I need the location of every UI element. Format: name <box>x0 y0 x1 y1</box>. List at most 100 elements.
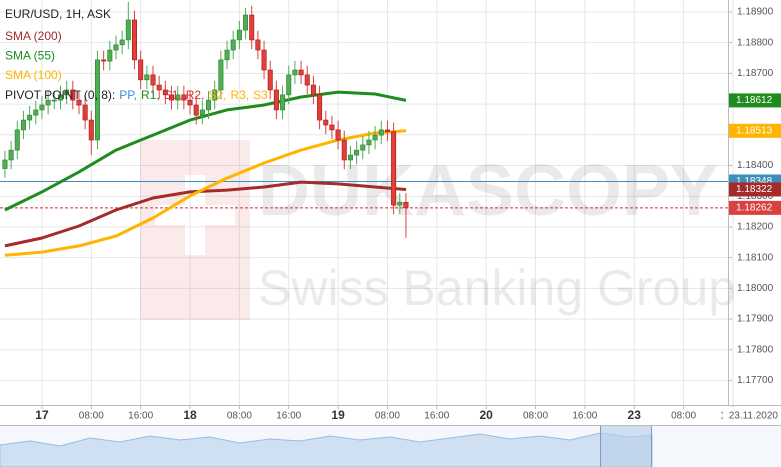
candle-body <box>310 84 316 96</box>
candle-body <box>150 74 156 86</box>
candle-body <box>94 59 100 141</box>
candle-body <box>378 129 384 136</box>
candle-body <box>8 149 14 161</box>
y-tick-label: 1.18800 <box>737 37 774 48</box>
candle-body <box>14 129 20 151</box>
pivot-item: PP, <box>119 88 137 102</box>
date-label: 23.11.2020 <box>729 411 779 422</box>
x-tick-label: 23 <box>628 408 642 422</box>
candle-body <box>335 129 341 141</box>
legend-entry: SMA (100) <box>5 68 62 82</box>
x-tick-label: 08:00 <box>671 411 696 422</box>
candle-body <box>33 109 39 116</box>
candle-body <box>230 39 236 51</box>
price-tag-label: 1.18348 <box>736 176 773 187</box>
candle-body <box>391 131 397 206</box>
candle-body <box>88 119 94 141</box>
y-tick-label: 1.18200 <box>737 222 774 233</box>
indicator-line <box>4 180 407 248</box>
candle-body <box>162 89 168 96</box>
candle-body <box>45 99 51 106</box>
watermark-logo-cross <box>155 205 235 225</box>
candle-body <box>366 139 372 146</box>
candle-body <box>354 149 360 156</box>
candle-body <box>27 114 33 121</box>
y-tick-label: 1.17900 <box>737 314 774 325</box>
candle-body <box>323 119 329 126</box>
candle-body <box>144 74 150 81</box>
candle-body <box>286 74 292 96</box>
chart-title: EUR/USD, 1H, ASK <box>5 7 111 21</box>
candle-body <box>329 124 335 131</box>
candle-body <box>224 49 230 61</box>
x-tick-label: 08:00 <box>523 411 548 422</box>
candle-body <box>267 69 273 91</box>
candle-body <box>384 129 390 133</box>
candle-body <box>206 99 212 111</box>
candle-body <box>2 159 8 169</box>
candle-body <box>113 44 119 51</box>
x-tick-label: 08:00 <box>79 411 104 422</box>
candle-body <box>243 14 249 31</box>
candle-body <box>119 39 125 46</box>
x-tick-label: 08:00 <box>227 411 252 422</box>
y-tick-label: 1.18000 <box>737 283 774 294</box>
candle-body <box>292 69 298 76</box>
candle-body <box>317 94 323 121</box>
candle-body <box>187 99 193 106</box>
candle-body <box>372 134 378 141</box>
candle-body <box>76 99 82 106</box>
candle-body <box>107 49 113 62</box>
candle-body <box>20 119 26 131</box>
pivot-item: S1, <box>164 88 182 102</box>
navigator-range[interactable] <box>600 426 652 467</box>
candle-body <box>397 202 403 206</box>
x-tick-label: 19 <box>331 408 345 422</box>
navigator <box>0 426 781 467</box>
x-tick-label: 08:00 <box>375 411 400 422</box>
candle-body <box>156 84 162 91</box>
candle-body <box>125 19 131 41</box>
y-tick-label: 1.17800 <box>737 344 774 355</box>
candle-body <box>82 104 88 121</box>
candle-body <box>347 154 353 161</box>
pivot-label: PIVOT POINT (0, 8): <box>5 88 115 102</box>
candle-body <box>131 19 137 61</box>
pivot-item: R2, <box>186 88 205 102</box>
y-tick-label: 1.18400 <box>737 160 774 171</box>
y-tick-label: 1.18900 <box>737 7 774 18</box>
y-tick-label: 1.18100 <box>737 252 774 263</box>
candle-body <box>298 69 304 76</box>
legend-entry: SMA (55) <box>5 49 55 63</box>
candle-body <box>51 99 57 102</box>
watermark: DUKASCOPY Swiss Banking Group <box>140 140 736 320</box>
x-tick-label: 20 <box>479 408 493 422</box>
x-tick-label: 17 <box>35 408 49 422</box>
x-tick-label: 16:00 <box>276 411 301 422</box>
pivot-legend: PIVOT POINT (0, 8): PP, R1, S1, R2, S2, R3, S3 <box>5 88 268 102</box>
candle-body <box>181 94 187 101</box>
y-tick-label: 1.18700 <box>737 68 774 79</box>
legend-entry: SMA (200) <box>5 29 62 43</box>
candle-body <box>70 89 76 101</box>
price-tag <box>729 182 781 197</box>
date-label-box <box>723 407 781 423</box>
candle-body <box>101 59 107 62</box>
x-tick-label: 18 <box>183 408 197 422</box>
pivot-item: S3 <box>253 88 268 102</box>
price-tag-label: 1.18513 <box>736 125 773 136</box>
candle-body <box>138 59 144 81</box>
candle-body <box>169 94 175 101</box>
candle-body <box>249 14 255 41</box>
candle-body <box>280 94 286 111</box>
price-tag-label: 1.18612 <box>736 95 773 106</box>
watermark-tagline: Swiss Banking Group <box>258 260 736 316</box>
candle-body <box>273 89 279 111</box>
price-tag-label: 1.18262 <box>736 203 773 214</box>
candle-body <box>199 109 205 116</box>
candle-body <box>261 49 267 71</box>
price-tag-label: 1.18322 <box>736 184 773 195</box>
x-tick-label: 16:00 <box>128 411 153 422</box>
